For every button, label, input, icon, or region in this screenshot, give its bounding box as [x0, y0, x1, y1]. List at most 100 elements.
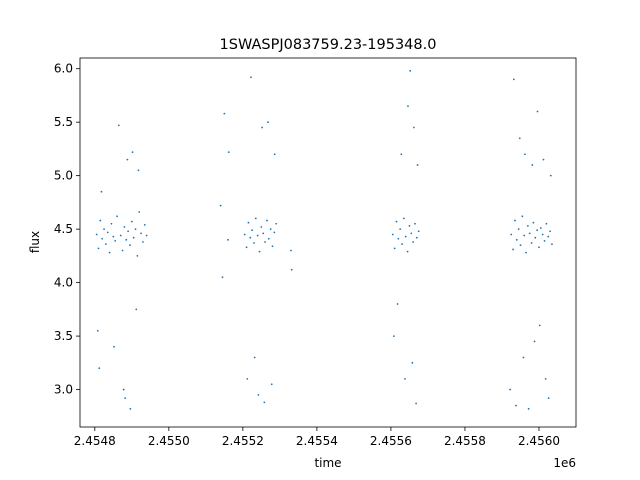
- data-point: [407, 105, 409, 108]
- data-point: [227, 151, 230, 154]
- data-point: [129, 244, 131, 247]
- data-point: [412, 126, 415, 129]
- data-point: [524, 153, 526, 156]
- data-point: [510, 233, 513, 236]
- data-point: [243, 233, 246, 236]
- data-point: [545, 222, 548, 225]
- x-tick-label: 2.4560: [518, 434, 560, 448]
- data-point: [256, 234, 259, 237]
- data-point: [134, 228, 137, 231]
- data-point: [136, 254, 139, 257]
- x-tick-label: 2.4552: [222, 434, 264, 448]
- data-point: [253, 242, 255, 244]
- data-point: [125, 238, 128, 241]
- data-point: [395, 220, 398, 223]
- data-point: [526, 225, 529, 227]
- data-point: [105, 243, 107, 246]
- data-point: [132, 236, 135, 239]
- data-point: [100, 190, 103, 193]
- data-point: [275, 222, 278, 225]
- data-point: [108, 251, 111, 254]
- data-point: [549, 230, 551, 233]
- x-tick-label: 2.4548: [74, 434, 116, 448]
- data-point: [517, 228, 520, 231]
- data-point: [113, 345, 115, 348]
- data-point: [533, 340, 536, 343]
- data-point: [131, 151, 134, 154]
- data-point: [514, 219, 516, 222]
- data-point: [543, 240, 546, 242]
- data-point: [95, 233, 98, 236]
- x-axis: 2.4548 2.4550 2.4552 2.4554 2.4556 2.4558 2.45…: [74, 427, 560, 448]
- data-point: [532, 221, 535, 224]
- data-point: [539, 227, 542, 229]
- data-point: [525, 251, 527, 254]
- data-point: [519, 244, 522, 247]
- data-point: [247, 221, 250, 224]
- data-point: [258, 250, 261, 253]
- data-point: [518, 137, 521, 140]
- data-point: [393, 247, 396, 250]
- data-point: [251, 229, 254, 232]
- data-point: [98, 367, 101, 370]
- data-point: [538, 246, 540, 249]
- data-point: [116, 215, 118, 218]
- data-point: [515, 404, 517, 407]
- data-point: [126, 158, 129, 161]
- data-point: [143, 223, 146, 226]
- data-point: [290, 249, 292, 252]
- data-point: [408, 225, 411, 227]
- y-axis: 3.0 3.5 4.0 4.5 5.0 5.5 6.0: [54, 62, 80, 397]
- data-point: [267, 237, 270, 240]
- data-point: [223, 112, 226, 115]
- data-point: [138, 211, 141, 213]
- x-tick-label: 2.4550: [148, 434, 190, 448]
- data-point: [142, 241, 144, 243]
- y-tick-label: 5.0: [54, 169, 73, 183]
- data-point: [542, 158, 545, 161]
- data-point: [114, 240, 117, 242]
- data-point: [250, 76, 252, 79]
- data-point: [416, 164, 419, 166]
- data-point: [410, 232, 413, 235]
- data-point: [130, 220, 133, 223]
- data-point: [122, 388, 125, 391]
- data-point: [411, 361, 414, 364]
- data-point: [538, 324, 541, 327]
- data-point: [121, 249, 124, 252]
- data-point: [267, 121, 269, 124]
- data-point: [263, 401, 266, 404]
- data-point: [260, 226, 263, 228]
- data-point: [523, 234, 526, 237]
- data-point: [273, 231, 276, 234]
- data-point: [219, 204, 222, 207]
- data-point: [140, 232, 142, 235]
- data-point: [266, 219, 268, 222]
- data-point: [110, 222, 113, 225]
- data-point: [544, 377, 547, 380]
- data-point: [415, 236, 418, 239]
- x-tick-label: 2.4558: [444, 434, 486, 448]
- data-point: [106, 231, 109, 234]
- data-point: [547, 235, 550, 238]
- x-axis-label: time: [314, 456, 341, 470]
- data-point: [401, 243, 403, 246]
- data-point: [249, 236, 252, 239]
- data-point: [530, 242, 533, 244]
- data-points: [95, 69, 553, 410]
- y-tick-label: 3.0: [54, 383, 73, 397]
- data-point: [123, 226, 126, 228]
- data-point: [409, 69, 412, 72]
- data-point: [536, 110, 539, 113]
- y-tick-label: 5.5: [54, 115, 73, 129]
- data-point: [127, 230, 130, 233]
- data-point: [396, 303, 399, 305]
- data-point: [103, 228, 105, 231]
- data-point: [399, 228, 402, 231]
- data-point: [547, 397, 550, 400]
- data-point: [522, 356, 525, 359]
- plot-frame: [79, 57, 577, 428]
- data-point: [254, 217, 257, 220]
- data-point: [290, 268, 293, 271]
